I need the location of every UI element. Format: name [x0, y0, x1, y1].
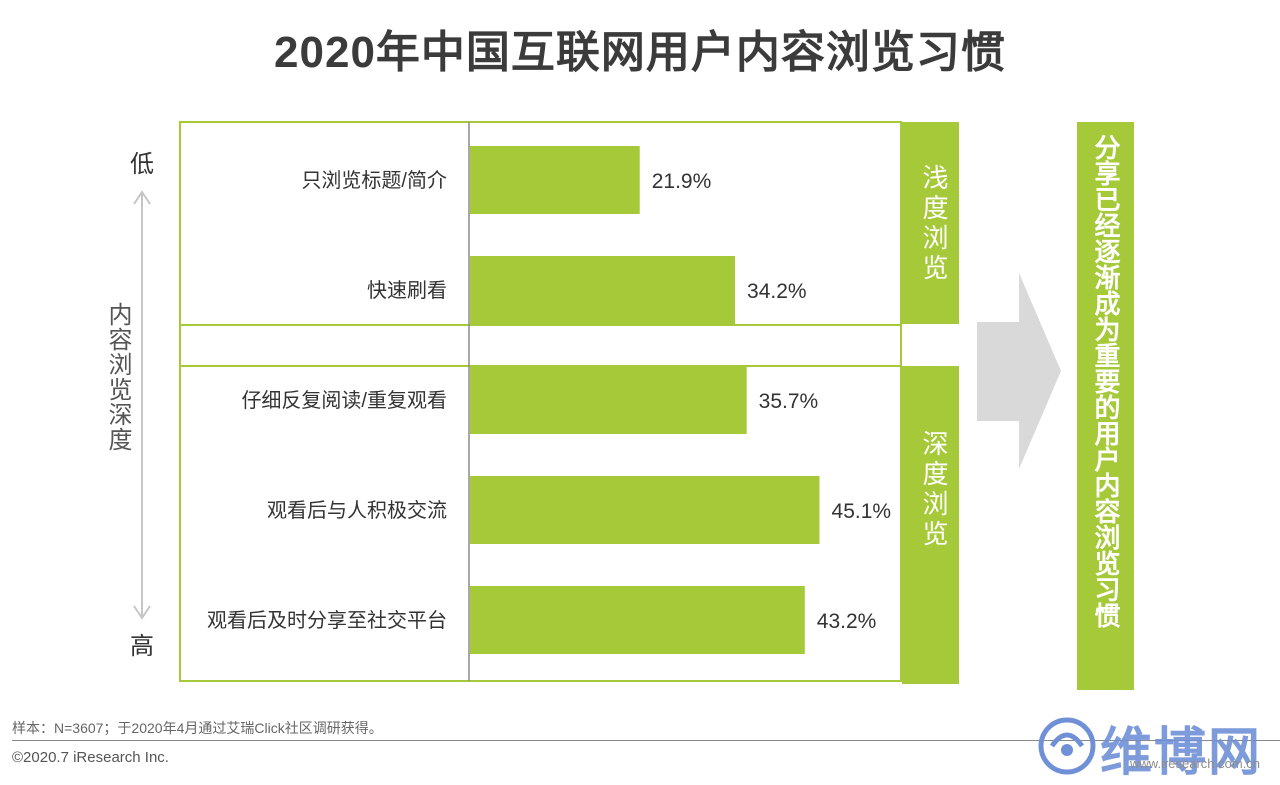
bar-3: [470, 366, 747, 434]
category-label-2: 快速刷看: [367, 279, 447, 302]
value-label-2: 34.2%: [747, 280, 807, 303]
watermark-logo-icon: [1038, 717, 1096, 775]
conclusion-text: 分享已经逐渐成为重要的用户内容浏览习惯: [1091, 134, 1121, 628]
footer-divider: [12, 740, 1280, 741]
deep-band-label: 深度浏览: [919, 430, 949, 550]
watermark-text: 维博网: [1100, 724, 1263, 782]
copyright: ©2020.7 iResearch Inc.: [12, 749, 169, 766]
bar-4: [470, 476, 820, 544]
axis-depth-label: 内容浏览深度: [104, 302, 131, 452]
axis-low-label: 低: [130, 151, 154, 178]
shallow-band-label: 浅度浏览: [919, 164, 949, 284]
value-label-1: 21.9%: [652, 170, 712, 193]
axis-high-label: 高: [130, 633, 154, 660]
value-label-4: 45.1%: [832, 500, 892, 523]
watermark-site: www.iresearch.com.cn: [1130, 756, 1261, 771]
category-label-5: 观看后及时分享至社交平台: [207, 609, 447, 632]
category-label-4: 观看后与人积极交流: [267, 499, 447, 522]
depth-axis: 低 内容浏览深度 高: [100, 140, 180, 660]
conclusion-band: 分享已经逐渐成为重要的用户内容浏览习惯: [1077, 122, 1134, 690]
depth-axis-arrow: [133, 190, 151, 620]
bar-2: [470, 256, 736, 324]
shallow-band: 浅度浏览: [902, 122, 959, 324]
page-title: 2020年中国互联网用户内容浏览习惯: [274, 28, 1006, 77]
category-label-3: 仔细反复阅读/重复观看: [241, 389, 447, 412]
deep-band: 深度浏览: [902, 366, 959, 684]
value-label-5: 43.2%: [817, 610, 877, 633]
bar-5: [470, 586, 805, 654]
sample-note: 样本：N=3607；于2020年4月通过艾瑞Click社区调研获得。: [12, 720, 383, 736]
bar-1: [470, 146, 640, 214]
value-label-3: 35.7%: [759, 390, 819, 413]
watermark: 维博网 www.iresearch.com.cn: [1032, 706, 1280, 782]
category-label-1: 只浏览标题/简介: [301, 169, 447, 192]
